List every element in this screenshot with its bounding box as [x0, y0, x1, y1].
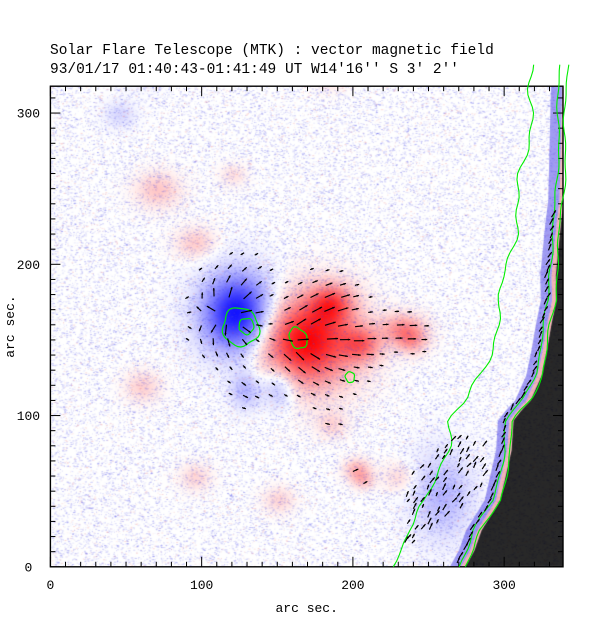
svg-text:0: 0	[46, 578, 54, 593]
svg-text:arc sec.: arc sec.	[3, 295, 18, 357]
svg-text:300: 300	[17, 107, 40, 122]
svg-text:100: 100	[190, 578, 213, 593]
svg-text:Solar Flare Telescope (MTK) :: Solar Flare Telescope (MTK) : vector mag…	[50, 43, 494, 59]
svg-text:300: 300	[492, 578, 515, 593]
svg-text:93/01/17 01:40:43-01:41:49 UT: 93/01/17 01:40:43-01:41:49 UT W14'16'' S…	[50, 62, 459, 78]
svg-text:100: 100	[17, 409, 40, 424]
svg-text:arc sec.: arc sec.	[275, 601, 337, 616]
svg-text:200: 200	[341, 578, 364, 593]
svg-text:0: 0	[24, 560, 32, 575]
svg-text:200: 200	[17, 258, 40, 273]
